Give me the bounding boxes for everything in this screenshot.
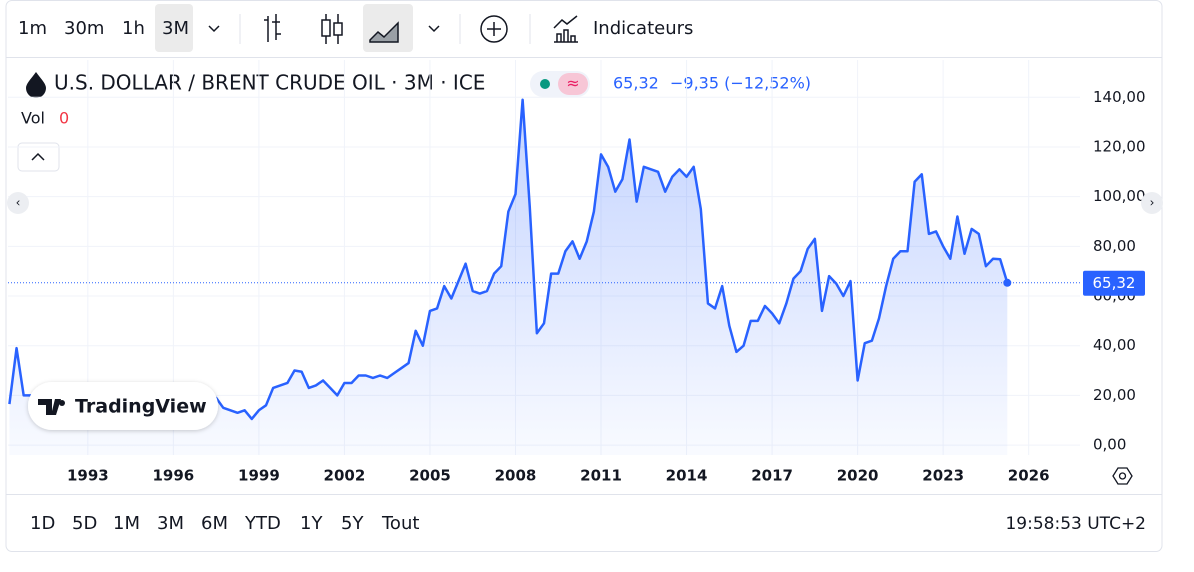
range-button[interactable]: 3M: [157, 513, 184, 534]
legend-price: 65,32: [613, 74, 659, 93]
x-tick-label: 2020: [837, 467, 879, 485]
last-point: [1003, 278, 1012, 287]
collapse-button[interactable]: [17, 142, 60, 172]
area-active-bg: [363, 4, 413, 52]
clock: 19:58:53 UTC+2: [1005, 514, 1146, 534]
x-tick-label: 1999: [238, 467, 280, 485]
range-button[interactable]: 1D: [30, 513, 55, 534]
arrow: ›: [1150, 196, 1155, 210]
range-button[interactable]: 6M: [201, 513, 228, 534]
y-tick-label: 80,00: [1093, 237, 1136, 255]
x-tick-label: 1993: [67, 467, 109, 485]
range-button[interactable]: 1Y: [300, 513, 323, 534]
symbol: U.S. DOLLAR / BRENT CRUDE OIL · 3M · ICE: [54, 71, 485, 95]
scroll-left[interactable]: [7, 192, 29, 214]
y-tick-label: 100,00: [1093, 187, 1146, 205]
scroll-right[interactable]: [1141, 192, 1163, 214]
symbol-icon: [26, 72, 46, 98]
x-tick-label: 2026: [1008, 467, 1050, 485]
settings-icon[interactable]: [1112, 467, 1133, 485]
y-tick-label: 0,00: [1093, 436, 1126, 454]
indicators[interactable]: Indicateurs: [593, 18, 693, 39]
logo-dot: [59, 400, 65, 406]
range-button[interactable]: Tout: [381, 513, 419, 534]
interval-active-bg: [155, 4, 193, 52]
area-icon[interactable]: [369, 21, 399, 43]
chevron[interactable]: [428, 25, 440, 33]
interval[interactable]: 1m: [18, 18, 47, 39]
x-tick-label: 2014: [666, 467, 708, 485]
x-tick-label: 2008: [495, 467, 537, 485]
x-tick-label: 2017: [751, 467, 793, 485]
bars-icon[interactable]: [264, 14, 281, 42]
indicators-icon[interactable]: [553, 15, 578, 43]
interval[interactable]: 1h: [122, 18, 145, 39]
y-tick-label: 40,00: [1093, 336, 1136, 354]
range-button[interactable]: YTD: [244, 513, 281, 534]
market-status: [540, 79, 550, 89]
logo-text: TradingView: [75, 396, 207, 418]
legend-change: −9,35 (−12,52%): [670, 74, 811, 93]
area: [9, 99, 1008, 455]
x-tick-label: 2011: [580, 467, 622, 485]
candle: [321, 19, 331, 37]
x-tick-label: 2002: [324, 467, 366, 485]
plus: [487, 22, 501, 36]
vol-label: Vol: [21, 109, 45, 128]
x-tick-label: 1996: [152, 467, 194, 485]
candle: [333, 22, 343, 36]
range-button[interactable]: 5Y: [341, 513, 364, 534]
caret: [31, 152, 45, 161]
vol-value: 0: [59, 109, 69, 128]
chevron[interactable]: [208, 25, 220, 33]
range-button[interactable]: 1M: [113, 513, 140, 534]
y-tick-label: 120,00: [1093, 137, 1146, 155]
logo-mark: [38, 399, 61, 415]
delay-badge: [558, 73, 588, 95]
interval[interactable]: 3M: [162, 18, 189, 39]
x-tick-label: 2005: [409, 467, 451, 485]
y-tick-label: 140,00: [1093, 88, 1146, 106]
delay-icon: ≈: [566, 74, 579, 93]
settings-core: [1118, 472, 1127, 480]
logo-pill[interactable]: [28, 382, 218, 430]
range-button[interactable]: 5D: [72, 513, 97, 534]
compare-icon[interactable]: [480, 15, 508, 43]
interval[interactable]: 30m: [64, 18, 104, 39]
last-price-label: 65,32: [1093, 274, 1136, 292]
last-price-box: [1083, 270, 1145, 296]
range-bar: 1D 5D 1M 3M 6M YTD 1Y 5Y Tout: [30, 513, 419, 534]
x-tick-label: 2023: [922, 467, 964, 485]
y-tick-label: 20,00: [1093, 386, 1136, 404]
arrow: ‹: [16, 196, 21, 210]
